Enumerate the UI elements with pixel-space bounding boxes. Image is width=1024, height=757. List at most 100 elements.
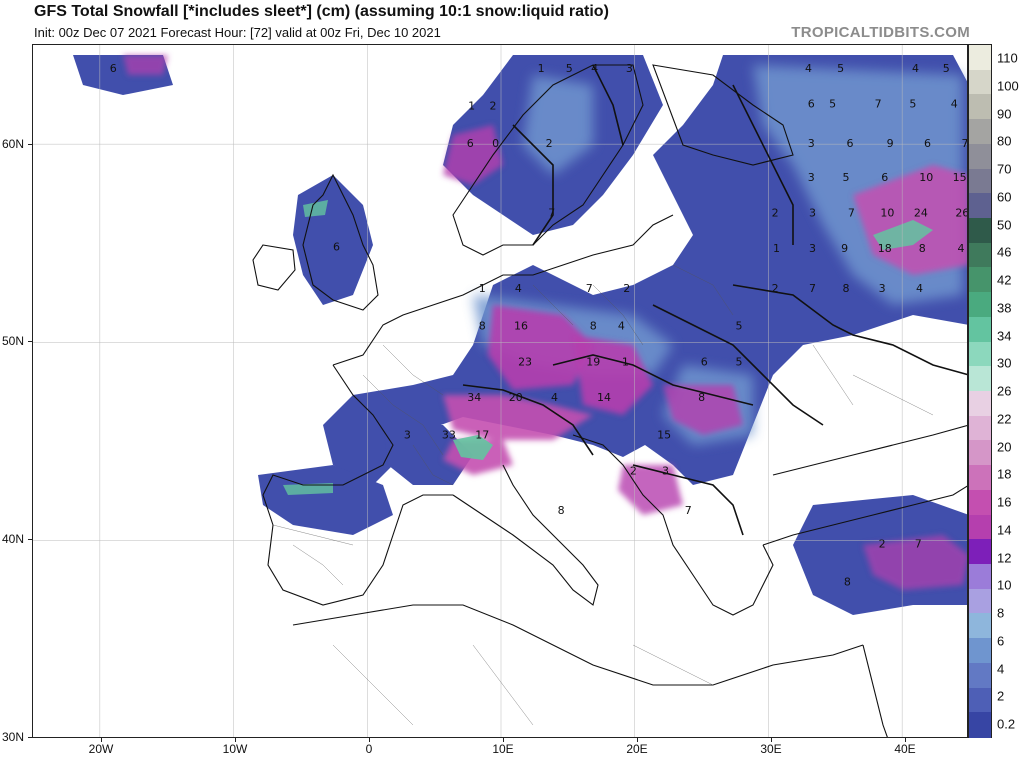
snow-value-label: 8 <box>558 504 565 517</box>
colorbar-label: 18 <box>997 466 1012 482</box>
lon-tick <box>905 738 906 742</box>
colorbar-label: 22 <box>997 411 1012 427</box>
snow-value-label: 2 <box>630 464 637 477</box>
snow-value-label: 3 <box>809 242 816 255</box>
snow-value-label: 5 <box>566 62 573 75</box>
colorbar-cell <box>969 316 991 343</box>
lon-tick <box>235 738 236 742</box>
snow-value-label: 3 <box>626 62 633 75</box>
colorbar-label: 10 <box>997 577 1012 593</box>
snow-value-label: 15 <box>953 171 967 184</box>
lat-tick <box>28 737 32 738</box>
colorbar-label: 42 <box>997 272 1012 288</box>
snow-value-label: 6 <box>467 137 474 150</box>
colorbar-label: 26 <box>997 383 1012 399</box>
colorbar-cell <box>969 242 991 269</box>
lon-tick <box>771 738 772 742</box>
snow-value-label: 8 <box>919 242 926 255</box>
country-borders <box>462 64 967 536</box>
snow-value-label: 4 <box>912 62 919 75</box>
snow-value-label: 3 <box>808 137 815 150</box>
colorbar-cell <box>969 662 991 689</box>
lon-label-0: 0 <box>365 742 373 756</box>
colorbar <box>968 44 992 738</box>
lat-tick <box>28 539 32 540</box>
colorbar-label: 34 <box>997 328 1012 343</box>
colorbar-cell <box>969 143 991 170</box>
colorbar-cell <box>969 391 991 417</box>
snow-value-label: 8 <box>844 575 851 588</box>
snow-value-label: 6 <box>701 355 708 368</box>
snow-value-label: 8 <box>590 320 597 333</box>
snow-value-label: 2 <box>546 137 553 150</box>
lat-tick <box>28 144 32 145</box>
colorbar-cell <box>969 613 991 639</box>
snow-value-label: 1 <box>468 99 475 112</box>
snow-value-label: 4 <box>618 320 625 333</box>
snow-value-label: 1 <box>538 62 545 75</box>
admin-borders <box>272 264 934 726</box>
snow-value-label: 7 <box>875 97 882 110</box>
snow-value-label: 26 <box>955 207 968 220</box>
colorbar-cell <box>969 193 991 219</box>
snow-value-label: 5 <box>837 62 844 75</box>
colorbar-label: 38 <box>997 300 1012 316</box>
lon-tick <box>637 738 638 742</box>
colorbar-label: 110 <box>997 50 1018 66</box>
snow-value-label: 3 <box>662 464 669 477</box>
lon-label-20w: 20W <box>88 742 114 756</box>
colorbar-cell <box>969 69 991 96</box>
snow-value-label: 8 <box>698 391 705 404</box>
snow-value-label: 5 <box>736 320 743 333</box>
snow-value-label: 7 <box>548 207 555 220</box>
snow-value-label: 5 <box>909 97 916 110</box>
lon-label-10w: 10W <box>222 742 248 756</box>
colorbar-label: 2 <box>997 688 1005 704</box>
snow-value-label: 4 <box>515 282 522 295</box>
colorbar-cell <box>969 415 991 442</box>
colorbar-label: 46 <box>997 244 1012 260</box>
snow-value-label: 6 <box>846 137 853 150</box>
snow-value-label: 2 <box>879 538 886 551</box>
snow-value-label: 1 <box>773 242 780 255</box>
snow-value-label: 3 <box>808 171 815 184</box>
colorbar-cell <box>969 267 991 293</box>
snow-value-label: 10 <box>880 207 894 220</box>
snow-value-label: 9 <box>841 242 848 255</box>
snow-value-label: 3 <box>809 207 816 220</box>
snow-value-label: 8 <box>479 320 486 333</box>
snow-value-label: 20 <box>509 391 523 404</box>
colorbar-label: 70 <box>997 161 1012 177</box>
colorbar-cell <box>969 440 991 466</box>
colorbar-label: 60 <box>997 189 1012 205</box>
colorbar-cell <box>969 94 991 120</box>
snow-value-label: 4 <box>551 391 558 404</box>
colorbar-label: 30 <box>997 355 1012 371</box>
snow-value-label: 1 <box>479 282 486 295</box>
map-title: GFS Total Snowfall [*includes sleet*] (c… <box>34 3 609 20</box>
snow-value-label: 18 <box>878 242 892 255</box>
colorbar-cell <box>969 45 991 71</box>
colorbar-cell <box>969 168 991 194</box>
lon-label-40e: 40E <box>894 742 916 756</box>
colorbar-label: 80 <box>997 133 1012 149</box>
colorbar-label: 20 <box>997 439 1012 454</box>
colorbar-label: 12 <box>997 550 1012 565</box>
lat-label-30n: 30N <box>2 730 25 744</box>
lon-tick <box>503 738 504 742</box>
colorbar-cell <box>969 465 991 491</box>
snow-value-label: 34 <box>467 391 481 404</box>
colorbar-label: 100 <box>997 78 1019 94</box>
colorbar-label: 4 <box>997 661 1005 676</box>
coastlines <box>252 64 967 737</box>
snow-value-label: 4 <box>957 242 964 255</box>
snow-value-label: 7 <box>586 282 593 295</box>
colorbar-cell <box>969 564 991 590</box>
colorbar-label: 0.2 <box>997 716 1016 732</box>
lon-label-10e: 10E <box>492 742 514 756</box>
snow-value-label: 16 <box>514 320 528 333</box>
snow-value-label: 14 <box>597 391 611 404</box>
snowfall-map: 6 1 2 6 0 2 1 5 4 3 7 6 1 4 7 2 8 16 8 4 23 19 1 34 20 4 14 3 33 17 15… <box>32 44 968 738</box>
colorbar-cell <box>969 366 991 392</box>
